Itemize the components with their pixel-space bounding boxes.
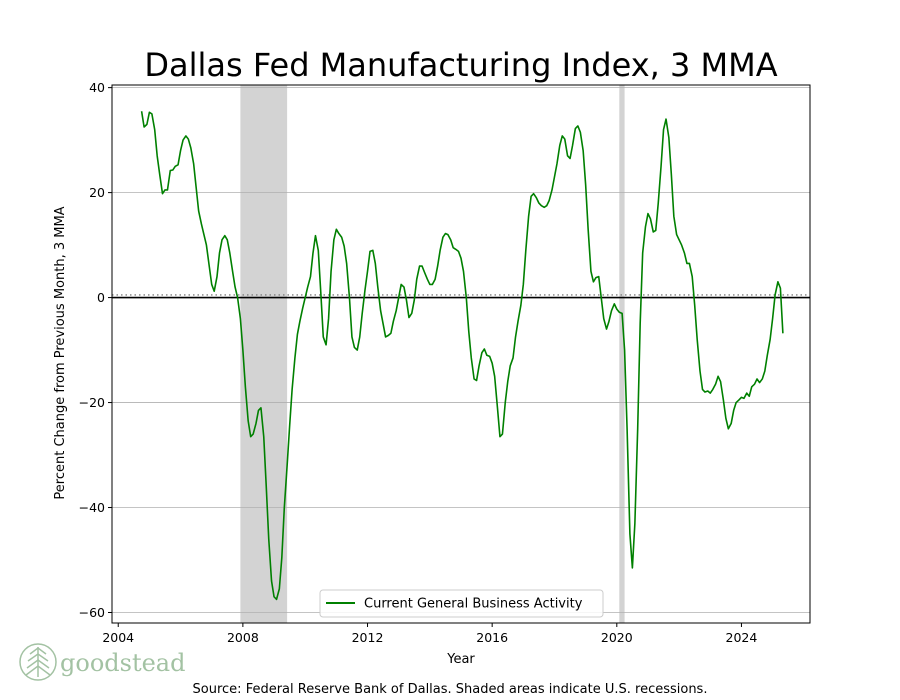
recession-bands	[240, 85, 625, 623]
x-tick-label: 2020	[601, 630, 633, 645]
source-note: Source: Federal Reserve Bank of Dallas. …	[193, 682, 708, 697]
pine-tree-icon	[19, 643, 57, 681]
series-lines	[140, 111, 784, 601]
x-tick-label: 2012	[352, 630, 384, 645]
y-tick-label: 20	[89, 185, 105, 200]
reference-lines	[112, 294, 810, 299]
chart-title: Dallas Fed Manufacturing Index, 3 MMA	[144, 46, 777, 84]
x-tick-label: 2004	[102, 630, 134, 645]
logo: goodstead	[19, 643, 185, 681]
y-axis-label: Percent Change from Previous Month, 3 MM…	[53, 206, 68, 499]
x-axis-label: Year	[446, 652, 475, 667]
series-line	[140, 111, 784, 601]
gridlines	[112, 87, 810, 613]
x-tick-label: 2008	[227, 630, 259, 645]
plot-frame	[111, 84, 811, 624]
x-axis: 2004 2008 2012 2016 2020 2024	[102, 623, 757, 645]
y-tick-label: −60	[79, 605, 105, 620]
recession-band	[240, 85, 288, 623]
y-axis: 40 20 0 −20 −40 −60	[79, 80, 112, 620]
y-tick-label: −20	[79, 395, 105, 410]
x-tick-label: 2024	[726, 630, 758, 645]
logo-wordmark: goodstead	[60, 649, 185, 677]
y-tick-label: 40	[89, 80, 105, 95]
recession-band	[619, 85, 625, 623]
legend-box	[319, 589, 604, 618]
legend-label: Current General Business Activity	[364, 597, 583, 612]
y-tick-label: −40	[79, 500, 105, 515]
y-tick-label: 0	[97, 290, 105, 305]
x-tick-label: 2016	[476, 630, 508, 645]
legend: Current General Business Activity	[319, 589, 604, 618]
